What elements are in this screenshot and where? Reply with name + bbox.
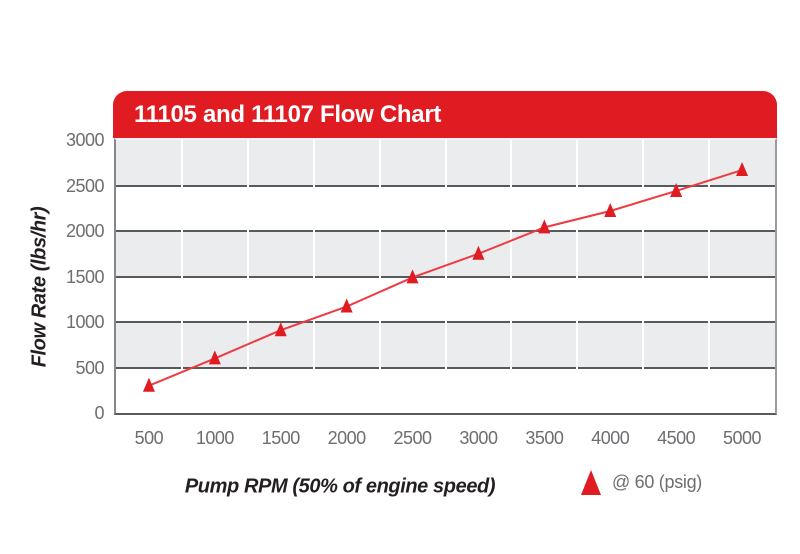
data-point-marker [274, 322, 287, 337]
chart-title-banner: 11105 and 11107 Flow Chart [113, 91, 777, 138]
chart-title: 11105 and 11107 Flow Chart [134, 100, 442, 128]
x-tick-label: 3000 [459, 428, 498, 448]
x-tick-label: 5000 [723, 428, 762, 448]
y-tick-label: 0 [94, 403, 104, 423]
v-gridline [510, 140, 513, 413]
v-gridline [444, 140, 447, 413]
v-gridline [378, 140, 381, 413]
v-gridline [312, 140, 315, 413]
y-tick-label: 2500 [65, 175, 105, 196]
x-tick-label: 4500 [657, 428, 696, 448]
x-tick-label: 4000 [591, 428, 630, 448]
legend-triangle-icon [581, 470, 601, 495]
x-tick-label: 2500 [393, 428, 433, 448]
v-gridline [708, 140, 711, 413]
data-point-marker [538, 219, 551, 234]
x-tick-label: 2000 [327, 428, 367, 448]
y-tick-label: 500 [75, 357, 104, 378]
data-point-marker [406, 269, 419, 284]
data-point-marker [472, 245, 485, 260]
y-tick-label: 1500 [65, 266, 105, 287]
data-point-marker [142, 377, 155, 392]
data-point-marker [736, 162, 749, 177]
x-tick-label: 3500 [525, 428, 564, 448]
v-gridline [642, 140, 645, 413]
x-axis-title: Pump RPM (50% of engine speed) [184, 475, 496, 498]
series-line [148, 169, 743, 387]
x-tick-label: 1500 [261, 428, 301, 448]
y-tick-label: 3000 [65, 130, 105, 150]
v-gridline [576, 140, 579, 413]
x-tick-label: 1000 [195, 428, 235, 448]
x-tick-label: 500 [134, 428, 164, 448]
data-point-marker [340, 298, 353, 313]
plot-grid [116, 140, 775, 413]
legend: @ 60 (psig) [581, 470, 702, 495]
v-gridline [246, 140, 249, 413]
y-tick-label: 2000 [65, 221, 105, 241]
data-point-marker [670, 182, 683, 197]
legend-label: @ 60 (psig) [612, 472, 703, 492]
y-tick-label: 1000 [65, 312, 105, 332]
plot-area [114, 138, 777, 415]
data-point-marker [208, 350, 221, 365]
data-point-marker [604, 202, 617, 217]
v-gridline [180, 140, 183, 413]
series-plot [142, 162, 749, 392]
